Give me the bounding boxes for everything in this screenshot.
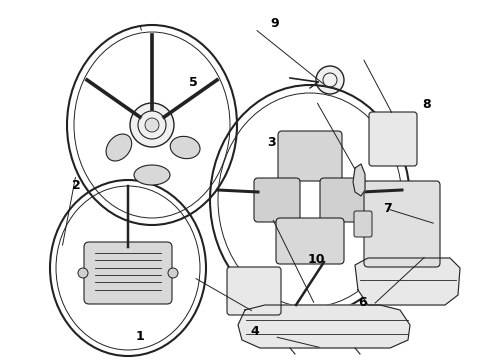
Text: 9: 9 (270, 17, 279, 30)
Text: 7: 7 (383, 202, 392, 215)
FancyBboxPatch shape (278, 131, 342, 181)
FancyBboxPatch shape (84, 242, 172, 304)
Ellipse shape (170, 136, 200, 159)
Ellipse shape (145, 118, 159, 132)
FancyBboxPatch shape (227, 267, 281, 315)
Text: 3: 3 (268, 136, 276, 149)
Ellipse shape (316, 66, 344, 94)
Ellipse shape (168, 268, 178, 278)
Text: 5: 5 (189, 76, 198, 89)
FancyBboxPatch shape (364, 181, 440, 267)
FancyBboxPatch shape (369, 112, 417, 166)
FancyBboxPatch shape (354, 211, 372, 237)
Ellipse shape (106, 134, 132, 161)
FancyBboxPatch shape (320, 178, 366, 222)
Text: 4: 4 (250, 325, 259, 338)
FancyBboxPatch shape (254, 178, 300, 222)
Ellipse shape (134, 165, 170, 185)
Text: 8: 8 (422, 98, 431, 111)
Ellipse shape (78, 268, 88, 278)
Polygon shape (238, 305, 410, 348)
Ellipse shape (130, 103, 174, 147)
Text: 6: 6 (358, 296, 367, 309)
Polygon shape (353, 164, 365, 196)
Text: 1: 1 (135, 330, 144, 343)
Text: 2: 2 (72, 179, 80, 192)
FancyBboxPatch shape (276, 218, 344, 264)
Text: 10: 10 (307, 253, 325, 266)
Polygon shape (355, 258, 460, 305)
